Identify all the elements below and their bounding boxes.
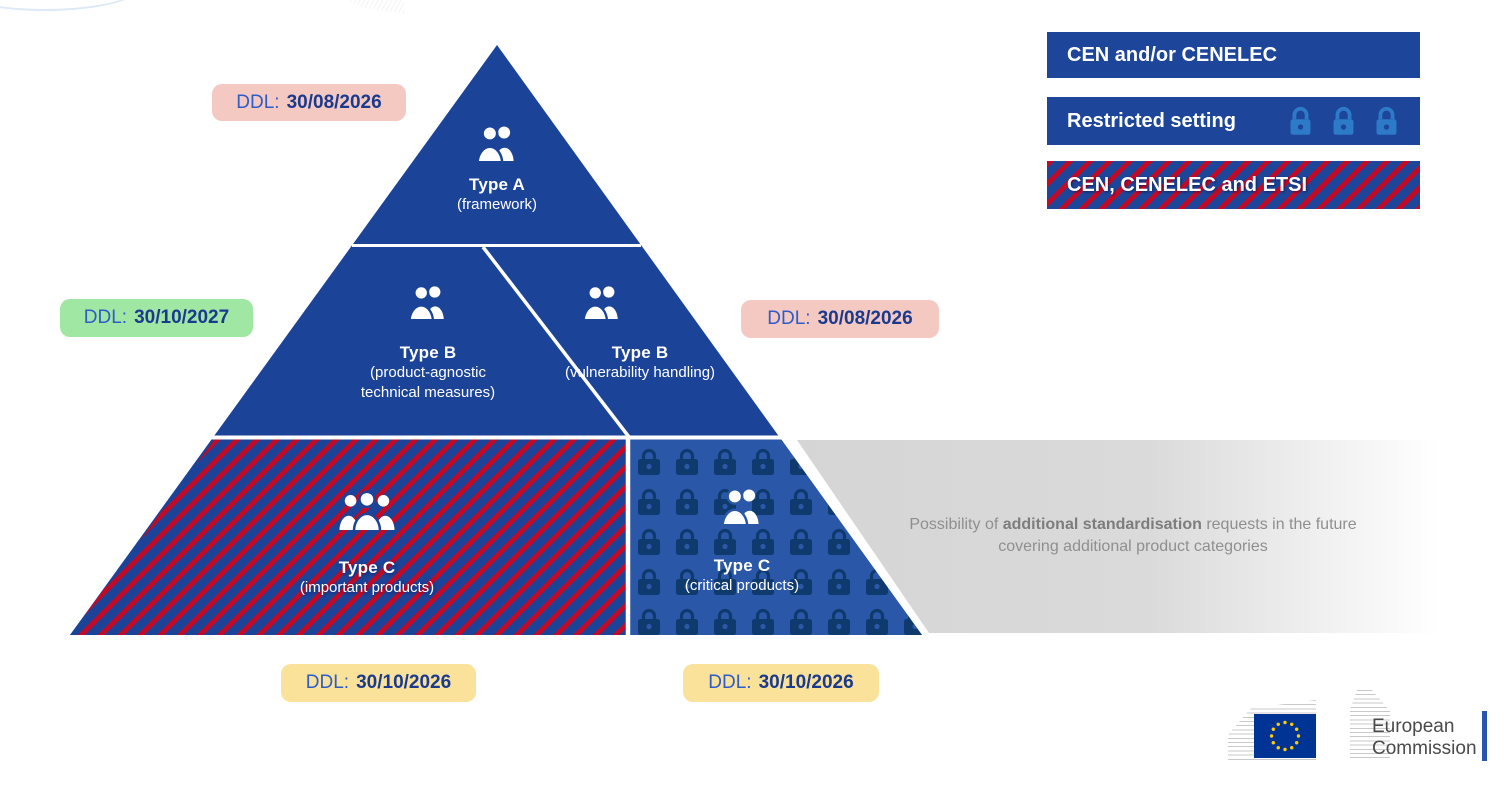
users-icon bbox=[581, 283, 623, 319]
legend-label: Restricted setting bbox=[1067, 109, 1236, 132]
ddl-badge-type-c-right: DDL: 30/10/2026 bbox=[683, 664, 879, 702]
future-area bbox=[797, 440, 1440, 633]
ddl-date: 30/08/2026 bbox=[817, 308, 913, 329]
ec-wordmark-line1: European bbox=[1372, 716, 1455, 737]
section-subtitle: (vulnerability handling) bbox=[564, 364, 716, 381]
users-icon bbox=[407, 283, 449, 319]
eu-flag bbox=[1254, 714, 1316, 758]
future-note-bold: additional standardisation bbox=[1002, 516, 1202, 533]
section-divider-lines bbox=[211, 244, 782, 635]
users-icon bbox=[719, 486, 765, 524]
ec-logo-bar bbox=[1482, 711, 1487, 761]
ddl-label: DDL: bbox=[767, 308, 811, 329]
section-type-c-important: Type C (important products) bbox=[267, 488, 467, 598]
future-note-suffix: requests in the future bbox=[1201, 516, 1357, 533]
ddl-date: 30/08/2026 bbox=[286, 91, 382, 113]
ddl-label: DDL: bbox=[708, 672, 752, 693]
lock-icon bbox=[1330, 106, 1357, 137]
ddl-date: 30/10/2026 bbox=[356, 672, 452, 693]
ec-wordmark: European Commission bbox=[1372, 716, 1477, 760]
ddl-label: DDL: bbox=[305, 672, 350, 693]
lock-icon bbox=[1373, 106, 1400, 137]
legend-label: CEN, CENELEC and ETSI bbox=[1067, 173, 1308, 196]
lock-icons bbox=[1287, 106, 1400, 137]
legend-item-cen-cenelec-etsi: CEN, CENELEC and ETSI bbox=[1047, 161, 1420, 209]
eu-stars bbox=[1269, 720, 1301, 752]
section-type-b-product-agnostic: Type B (product-agnostic technical measu… bbox=[353, 283, 503, 403]
legend-item-restricted-setting: Restricted setting bbox=[1047, 97, 1420, 145]
lock-icon bbox=[1287, 106, 1314, 137]
section-title: Type C bbox=[338, 558, 396, 577]
section-title: Type C bbox=[713, 556, 771, 575]
section-type-c-critical: Type C (critical products) bbox=[662, 486, 822, 596]
ddl-badge-type-c-left: DDL: 30/10/2026 bbox=[281, 664, 476, 702]
users-group-icon bbox=[339, 488, 395, 530]
legend-item-cen-cenelec: CEN and/or CENELEC bbox=[1047, 32, 1420, 78]
section-subtitle: (important products) bbox=[299, 579, 435, 596]
future-note-prefix: Possibility of bbox=[909, 516, 1003, 533]
section-type-a: Type A (framework) bbox=[417, 123, 577, 215]
section-type-b-vulnerability: Type B (vulnerability handling) bbox=[560, 283, 720, 383]
ddl-badge-type-b-right: DDL: 30/08/2026 bbox=[741, 300, 939, 338]
legend-label: CEN and/or CENELEC bbox=[1067, 43, 1278, 66]
ddl-badge-type-a: DDL: 30/08/2026 bbox=[212, 84, 406, 121]
ddl-label: DDL: bbox=[236, 91, 280, 113]
ddl-badge-type-b-left: DDL: 30/10/2027 bbox=[60, 299, 253, 337]
section-subtitle: (critical products) bbox=[684, 577, 800, 594]
type-c-important-section bbox=[70, 439, 626, 635]
section-title: Type B bbox=[399, 343, 457, 362]
section-title: Type B bbox=[611, 343, 669, 362]
ddl-label: DDL: bbox=[83, 307, 128, 328]
users-icon bbox=[475, 123, 519, 161]
ddl-date: 30/10/2026 bbox=[758, 672, 854, 693]
section-subtitle: (product-agnostic technical measures) bbox=[360, 364, 496, 401]
section-subtitle: (framework) bbox=[456, 196, 537, 213]
ddl-date: 30/10/2027 bbox=[134, 307, 230, 328]
future-note: Possibility of additional standardisatio… bbox=[888, 514, 1378, 558]
section-title: Type A bbox=[469, 175, 525, 194]
ec-wordmark-line2: Commission bbox=[1372, 738, 1477, 759]
future-note-line2: covering additional product categories bbox=[998, 538, 1268, 555]
type-c-critical-section bbox=[630, 439, 922, 635]
